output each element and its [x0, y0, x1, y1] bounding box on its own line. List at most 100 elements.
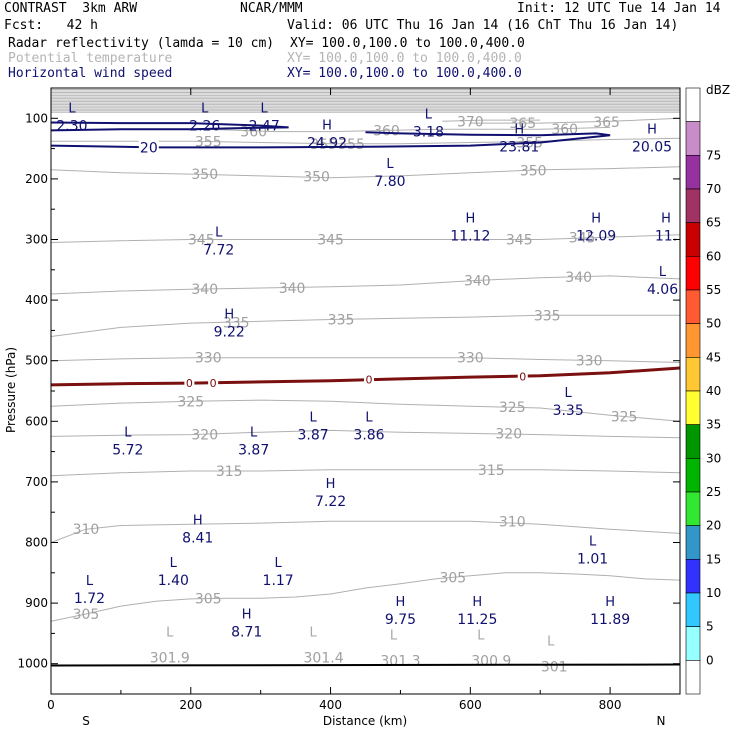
extremum-value: 4.06: [647, 282, 678, 298]
y-axis-label: Pressure (hPa): [4, 347, 18, 433]
freezing-label-bg: [208, 377, 219, 389]
extremum-value: 2.26: [189, 118, 220, 134]
y-tick-label: 200: [25, 172, 48, 186]
y-tick-label: 300: [25, 233, 48, 247]
theta-label-340: 340: [279, 281, 306, 297]
extremum-value: 7.72: [203, 243, 234, 259]
colorbar-swatch: [685, 155, 701, 190]
theta-label-350: 350: [191, 167, 218, 183]
theta-label-340: 340: [464, 274, 491, 290]
low-marker: L: [390, 629, 398, 644]
theta-contour-360: [204, 126, 611, 133]
theta-label-340: 340: [191, 282, 218, 298]
colorbar-level-label: 25: [706, 485, 721, 499]
theta-label-301.4: 301.4: [304, 651, 344, 667]
theta-label-310: 310: [499, 514, 526, 530]
high-marker: H: [326, 477, 336, 492]
extremum-value: 3.87: [297, 427, 328, 443]
colorbar-level-label: 50: [706, 317, 721, 331]
freezing-label: 0: [186, 377, 193, 390]
low-marker: L: [68, 101, 76, 116]
theta-contour-370: [442, 119, 541, 122]
field-wind-name: Horizontal wind speed: [8, 66, 173, 81]
extremum-value: 23.81: [499, 140, 539, 156]
field-reflectivity-xy: XY= 100.0,100.0 to 100.0,400.0: [290, 36, 525, 51]
wind-label-20: 20: [140, 140, 158, 156]
forecast-hour: Fcst: 42 h: [4, 18, 98, 33]
colorbar-unit: dBZ: [706, 83, 730, 97]
low-marker: L: [386, 157, 394, 172]
colorbar-level-label: 20: [706, 519, 721, 533]
low-marker: L: [275, 556, 283, 571]
colorbar-swatch: [685, 491, 701, 526]
ground-line: [51, 663, 680, 667]
colorbar-swatch: [685, 525, 701, 560]
colorbar-level-label: 55: [706, 283, 721, 297]
extremum-value: 2.30: [56, 118, 87, 134]
extremum-value: 3.86: [353, 427, 384, 443]
theta-contour-340: [51, 275, 680, 295]
colorbar-swatch: [685, 357, 701, 392]
y-tick-label: 500: [25, 354, 48, 368]
theta-label-325: 325: [499, 400, 526, 416]
freezing-label-bg: [363, 373, 374, 385]
y-tick-label: 100: [25, 111, 48, 125]
extremum-value: 3.87: [238, 443, 269, 459]
theta-contour-325: [51, 399, 680, 422]
theta-label-330: 330: [457, 351, 484, 367]
theta-label-350: 350: [303, 169, 330, 185]
high-marker: H: [224, 307, 234, 322]
theta-label-335: 335: [223, 316, 250, 332]
extremum-value: 1.72: [74, 591, 105, 607]
freezing-label-bg: [184, 377, 195, 389]
freezing-label-bg: [517, 370, 528, 382]
theta-label-345: 345: [188, 233, 215, 249]
theta-label-310: 310: [73, 522, 100, 538]
low-marker: L: [309, 410, 317, 425]
high-marker: H: [514, 123, 524, 138]
extremum-value: 2.47: [249, 118, 280, 134]
colorbar-level-label: 60: [706, 249, 721, 263]
low-marker: L: [659, 265, 667, 280]
extremum-value: 8.41: [182, 530, 213, 546]
theta-contour-330: [51, 357, 680, 363]
x-tick-label: 200: [179, 698, 202, 712]
colorbar-swatch: [685, 256, 701, 291]
y-tick-label: 900: [25, 596, 48, 610]
y-tick-label: 600: [25, 414, 48, 428]
low-marker: L: [309, 625, 317, 640]
theta-contour-335: [51, 314, 680, 337]
colorbar-level-label: 5: [706, 620, 714, 634]
colorbar-level-label: 70: [706, 182, 721, 196]
high-marker: H: [472, 595, 482, 610]
low-marker: L: [170, 556, 178, 571]
theta-label-300.9: 300.9: [471, 654, 511, 670]
field-theta-xy: XY= 100.0,100.0 to 100.0,400.0: [287, 51, 522, 66]
theta-contour-320: [51, 429, 680, 439]
extremum-value: 12.09: [576, 229, 616, 245]
low-marker: L: [477, 629, 485, 644]
colorbar-swatch: [685, 592, 701, 627]
high-marker: H: [591, 212, 601, 227]
low-marker: L: [250, 426, 258, 441]
colorbar-swatch: [685, 559, 701, 594]
theta-label-340: 340: [565, 270, 592, 286]
theta-contour-365: [470, 117, 680, 124]
colorbar-swatch: [685, 222, 701, 257]
high-marker: H: [661, 212, 671, 227]
colorbar-swatch: [685, 626, 701, 661]
theta-label-330: 330: [195, 351, 222, 367]
colorbar-swatch: [685, 390, 701, 425]
theta-label-305: 305: [73, 607, 100, 623]
colorbar-swatch: [685, 87, 701, 122]
low-marker: L: [261, 101, 269, 116]
field-wind-xy: XY= 100.0,100.0 to 100.0,400.0: [287, 66, 522, 81]
extremum-value: 24.92: [307, 135, 347, 151]
theta-label-330: 330: [576, 354, 603, 370]
x-tick-label: 600: [459, 698, 482, 712]
theta-contour-305: [51, 572, 680, 622]
plot-area: [51, 88, 680, 694]
low-marker: L: [589, 535, 597, 550]
high-marker: H: [605, 595, 615, 610]
extremum-value: 1.40: [158, 573, 189, 589]
